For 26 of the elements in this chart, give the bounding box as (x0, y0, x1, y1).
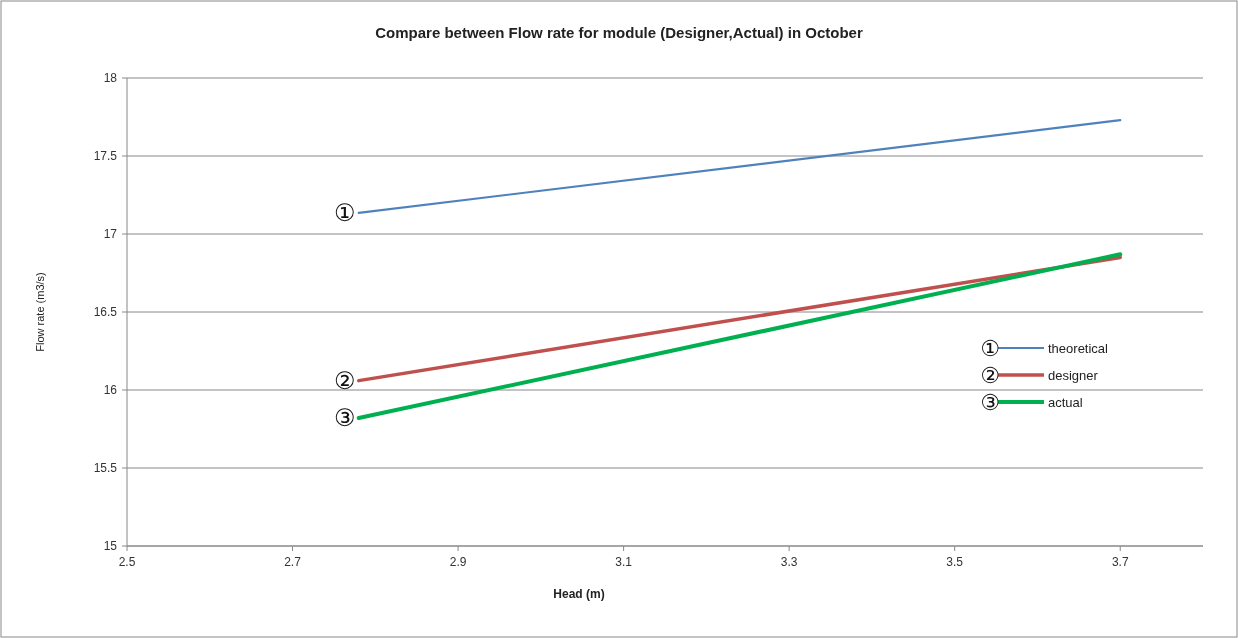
y-axis-title: Flow rate (m3/s) (34, 272, 46, 352)
legend-label: actual (1048, 394, 1083, 410)
y-tick-label: 16.5 (93, 305, 118, 320)
x-tick-label: 3.5 (946, 555, 964, 569)
x-tick-label: 2.7 (284, 555, 302, 569)
x-axis-title: Head (m) (553, 587, 605, 601)
x-tick-label: 3.3 (780, 555, 798, 569)
annotation: ③ (334, 404, 356, 432)
x-tick-label: 2.5 (118, 555, 136, 569)
text: ② (980, 362, 1000, 388)
y-tick-label: 16 (103, 383, 118, 398)
legend-label: theoretical (1048, 340, 1109, 356)
y-tick-label: 17.5 (93, 149, 118, 164)
text: ① (980, 335, 1000, 361)
legend-label: designer (1048, 367, 1099, 383)
y-tick-label: 17 (103, 227, 118, 242)
text: ③ (980, 389, 1000, 415)
y-tick-label: 18 (103, 71, 118, 86)
x-tick-label: 3.1 (615, 555, 633, 569)
x-tick-label: 2.9 (449, 555, 467, 569)
annotation: ② (334, 367, 356, 395)
y-tick-label: 15 (103, 539, 118, 554)
x-tick-label: 3.7 (1111, 555, 1129, 569)
annotation: ① (334, 199, 356, 227)
chart-title: Compare between Flow rate for module (Designer,Actual) in October (375, 24, 863, 41)
y-tick-label: 15.5 (93, 461, 118, 476)
